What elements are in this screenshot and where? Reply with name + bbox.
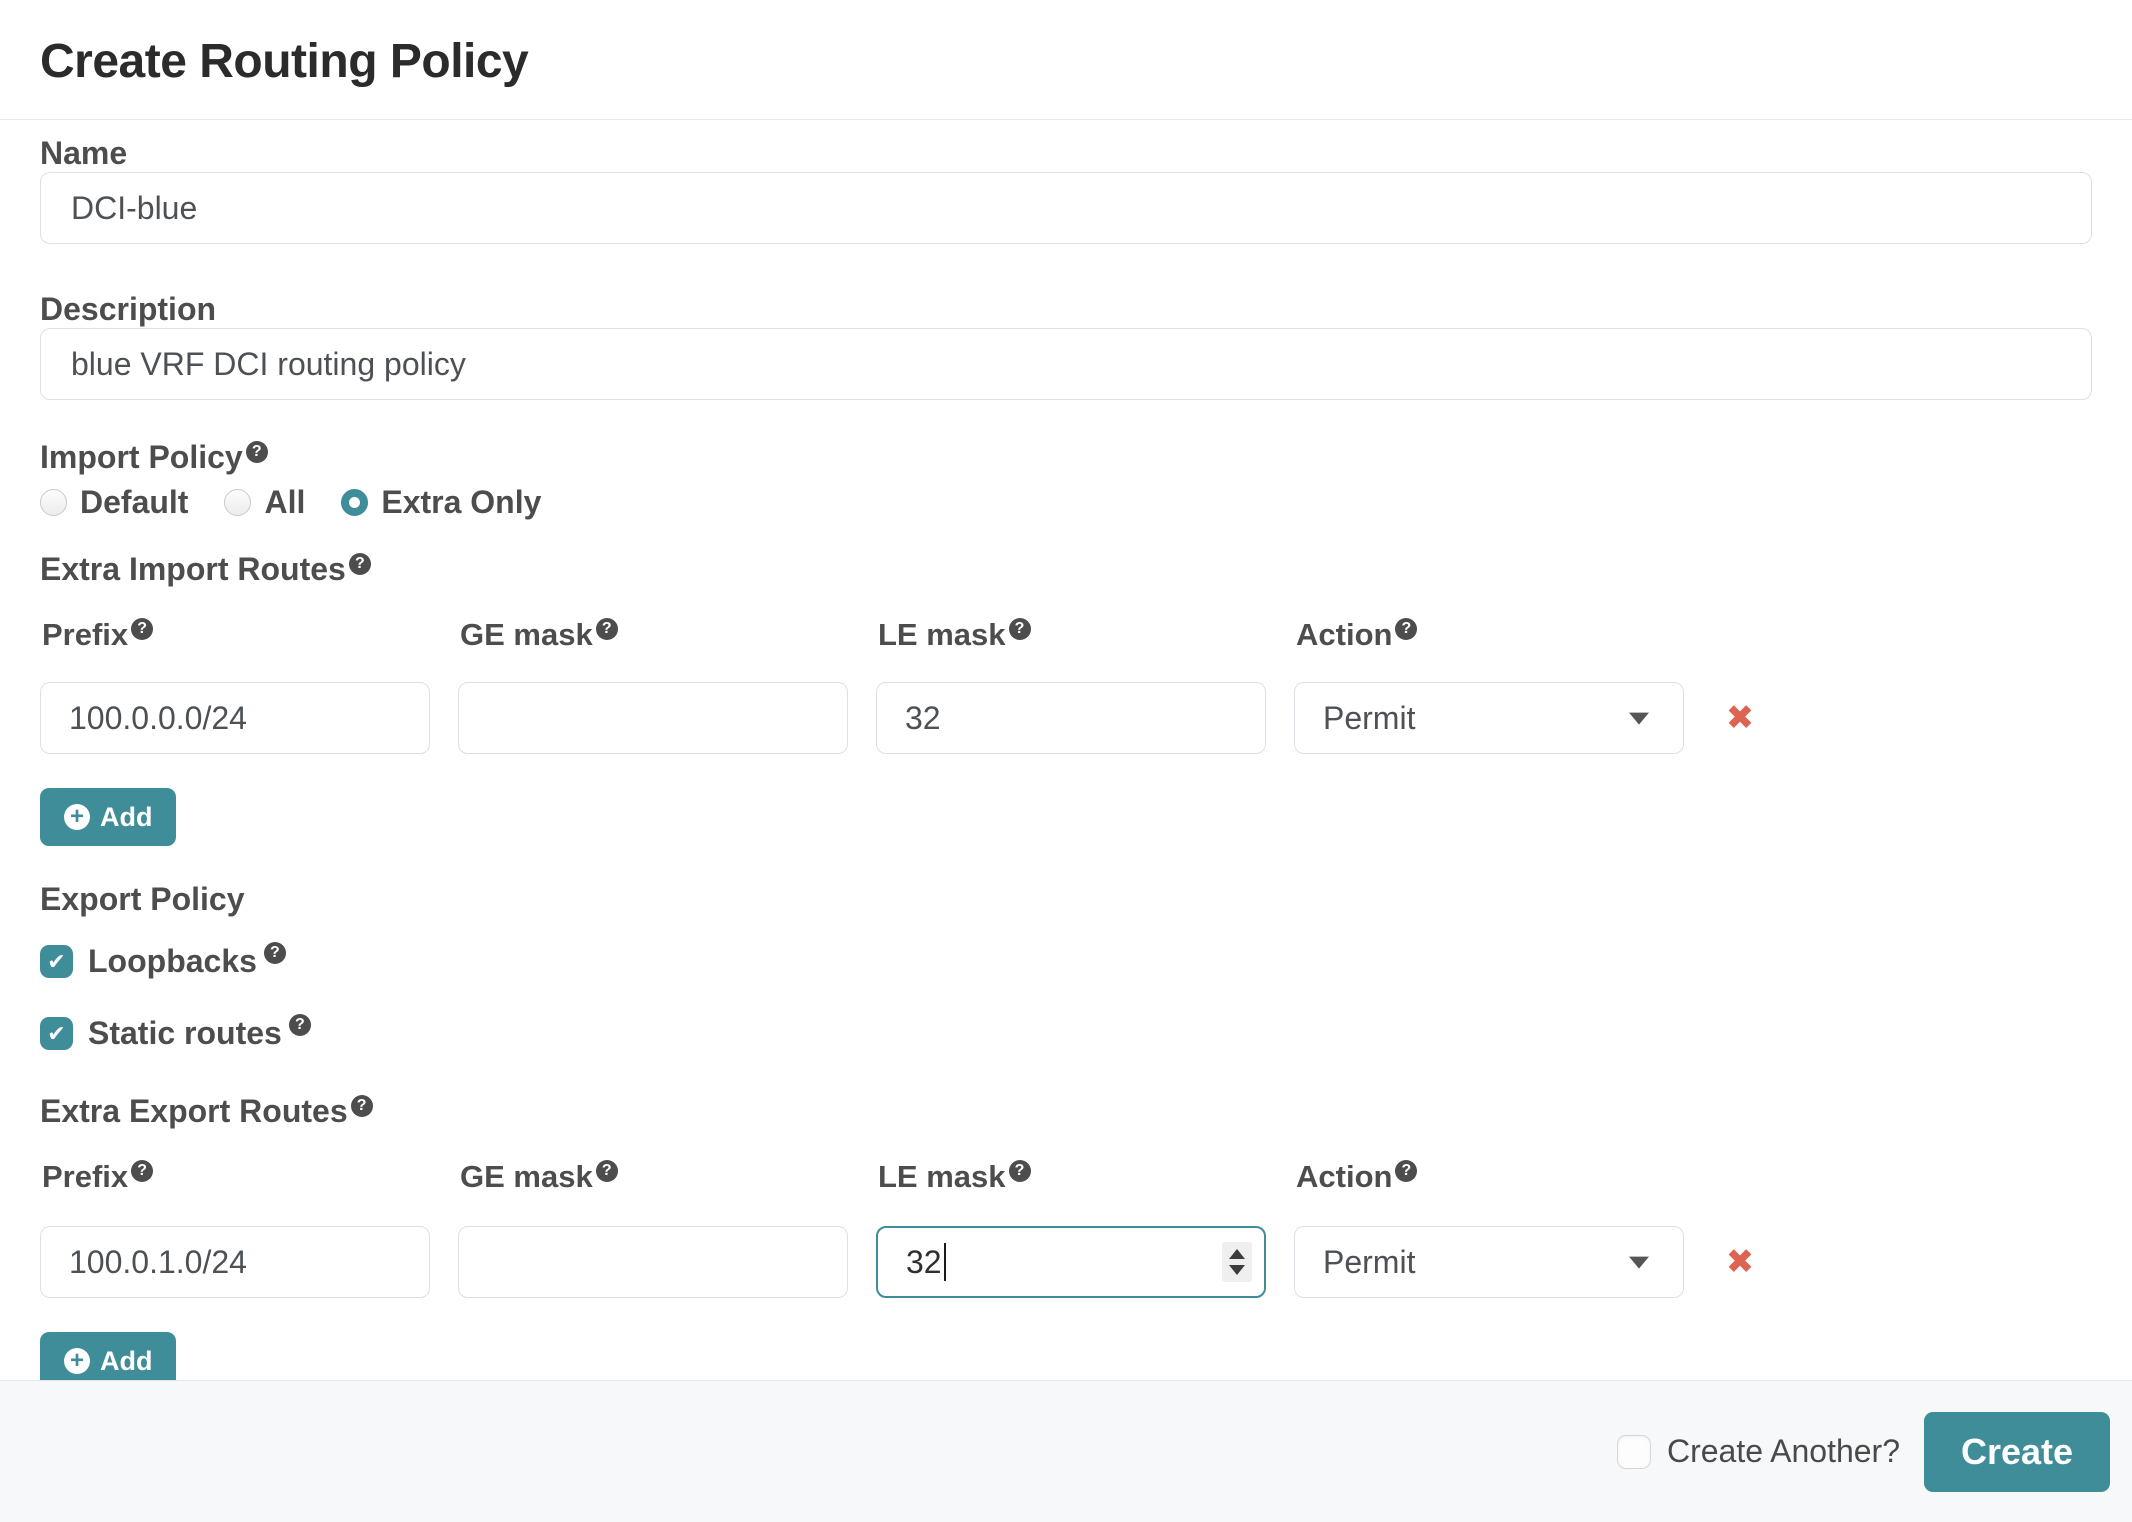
ge-mask-column-header: GE mask? bbox=[458, 1158, 848, 1196]
radio-extra-only[interactable]: Extra Only bbox=[341, 484, 541, 521]
create-button[interactable]: Create bbox=[1924, 1411, 2110, 1492]
ge-mask-column-header: GE mask? bbox=[458, 616, 848, 654]
checked-checkbox-icon[interactable]: ✔ bbox=[40, 1016, 73, 1050]
help-icon[interactable]: ? bbox=[1395, 618, 1418, 640]
add-import-route-button[interactable]: + Add bbox=[40, 788, 177, 846]
help-icon[interactable]: ? bbox=[595, 618, 618, 640]
chevron-down-icon bbox=[1629, 712, 1649, 725]
loopbacks-checkbox-row[interactable]: ✔ Loopbacks ? bbox=[40, 942, 2092, 979]
help-icon[interactable]: ? bbox=[245, 441, 268, 463]
static-routes-checkbox-row[interactable]: ✔ Static routes ? bbox=[40, 1014, 2092, 1051]
action-column-header: Action? bbox=[1294, 1158, 1684, 1196]
help-icon[interactable]: ? bbox=[288, 1014, 311, 1036]
create-another-checkbox[interactable] bbox=[1616, 1434, 1651, 1469]
export-prefix-input[interactable] bbox=[40, 1226, 430, 1298]
help-icon[interactable]: ? bbox=[1395, 1160, 1418, 1182]
plus-circle-icon: + bbox=[64, 804, 90, 830]
page-title: Create Routing Policy bbox=[40, 35, 529, 88]
extra-import-routes-headers: Prefix? GE mask? LE mask? Action? bbox=[40, 616, 2092, 654]
import-policy-label: Import Policy? bbox=[40, 438, 2092, 476]
text-cursor bbox=[943, 1243, 946, 1281]
export-le-mask-input[interactable]: 32 bbox=[876, 1226, 1266, 1298]
extra-export-route-row: 32 Permit ✖ bbox=[40, 1226, 2092, 1298]
radio-all[interactable]: All bbox=[224, 484, 305, 521]
plus-circle-icon: + bbox=[64, 1348, 90, 1374]
number-stepper[interactable] bbox=[1222, 1242, 1252, 1282]
help-icon[interactable]: ? bbox=[131, 618, 154, 640]
help-icon[interactable]: ? bbox=[1008, 1160, 1031, 1182]
import-prefix-input[interactable] bbox=[40, 682, 430, 754]
extra-import-route-row: Permit ✖ bbox=[40, 682, 2092, 754]
help-icon[interactable]: ? bbox=[263, 942, 286, 964]
import-action-select[interactable]: Permit bbox=[1294, 682, 1684, 754]
import-le-mask-input[interactable] bbox=[876, 682, 1266, 754]
radio-circle-unselected-icon[interactable] bbox=[224, 488, 252, 516]
export-ge-mask-input[interactable] bbox=[458, 1226, 848, 1298]
create-another-option[interactable]: Create Another? bbox=[1616, 1433, 1900, 1470]
form-footer: Create Another? Create bbox=[0, 1380, 2132, 1522]
description-label: Description bbox=[40, 291, 217, 327]
stepper-down-icon[interactable] bbox=[1229, 1265, 1245, 1275]
extra-export-routes-label: Extra Export Routes? bbox=[40, 1092, 2092, 1130]
extra-export-routes-headers: Prefix? GE mask? LE mask? Action? bbox=[40, 1158, 2092, 1196]
prefix-column-header: Prefix? bbox=[40, 616, 430, 654]
le-mask-column-header: LE mask? bbox=[876, 616, 1266, 654]
delete-row-icon[interactable]: ✖ bbox=[1725, 1243, 1755, 1281]
help-icon[interactable]: ? bbox=[595, 1160, 618, 1182]
export-action-select[interactable]: Permit bbox=[1294, 1226, 1684, 1298]
export-policy-label: Export Policy bbox=[40, 881, 245, 917]
radio-circle-selected-icon[interactable] bbox=[341, 488, 369, 516]
import-policy-radio-group: Default All Extra Only bbox=[40, 484, 2092, 520]
radio-circle-unselected-icon[interactable] bbox=[40, 488, 67, 516]
help-icon[interactable]: ? bbox=[348, 553, 371, 575]
help-icon[interactable]: ? bbox=[131, 1160, 154, 1182]
action-column-header: Action? bbox=[1294, 616, 1684, 654]
description-input[interactable] bbox=[40, 328, 2092, 400]
import-ge-mask-input[interactable] bbox=[458, 682, 848, 754]
prefix-column-header: Prefix? bbox=[40, 1158, 430, 1196]
extra-import-routes-label: Extra Import Routes? bbox=[40, 550, 2092, 588]
stepper-up-icon[interactable] bbox=[1229, 1249, 1245, 1259]
checked-checkbox-icon[interactable]: ✔ bbox=[40, 944, 73, 978]
help-icon[interactable]: ? bbox=[1008, 618, 1031, 640]
page-header: Create Routing Policy bbox=[0, 0, 2132, 120]
radio-default[interactable]: Default bbox=[40, 484, 188, 521]
create-another-label: Create Another? bbox=[1666, 1433, 1900, 1469]
help-icon[interactable]: ? bbox=[350, 1095, 373, 1117]
name-input[interactable] bbox=[40, 172, 2092, 244]
le-mask-column-header: LE mask? bbox=[876, 1158, 1266, 1196]
create-routing-policy-form: Name Description Import Policy? Default … bbox=[0, 134, 2132, 1390]
delete-row-icon[interactable]: ✖ bbox=[1725, 699, 1755, 737]
name-label: Name bbox=[40, 135, 128, 171]
chevron-down-icon bbox=[1629, 1256, 1649, 1269]
